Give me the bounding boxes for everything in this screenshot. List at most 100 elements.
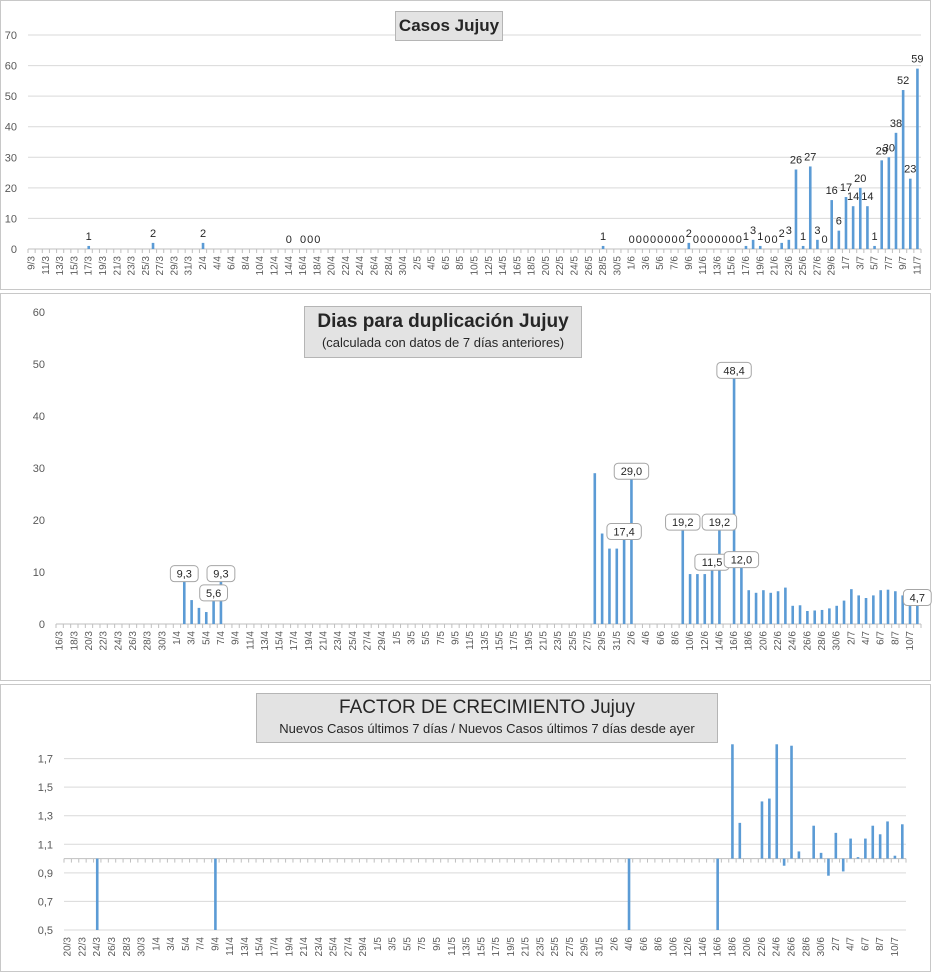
casos-data-label: 0	[307, 234, 313, 246]
casos-data-label: 0	[714, 234, 720, 246]
duplicacion-ytick-label: 0	[39, 619, 45, 631]
casos-xtick-label: 12/5	[484, 256, 495, 276]
duplicacion-xtick-label: 23/5	[553, 631, 564, 651]
duplicacion-bar	[865, 598, 868, 624]
casos-xtick-label: 10/5	[470, 256, 481, 276]
factor-bar	[842, 859, 845, 872]
casos-xtick-label: 4/5	[427, 256, 438, 270]
factor-ytick-label: 0,5	[38, 925, 53, 937]
duplicacion-xtick-label: 8/6	[670, 631, 681, 645]
duplicacion-xtick-label: 22/6	[773, 631, 784, 651]
duplicacion-xtick-label: 12/6	[700, 631, 711, 651]
casos-data-label: 23	[904, 164, 916, 176]
factor-xtick-label: 11/5	[447, 937, 458, 956]
casos-data-label: 0	[664, 234, 670, 246]
duplicacion-bar	[711, 564, 714, 624]
duplicacion-xtick-label: 26/6	[802, 631, 813, 651]
casos-bar	[802, 246, 805, 249]
duplicacion-ytick-label: 40	[33, 411, 45, 423]
duplicacion-bar	[769, 593, 772, 624]
casos-xtick-label: 6/5	[441, 256, 452, 270]
chart-factor-title-text: FACTOR DE CRECIMIENTO Jujuy	[257, 697, 717, 719]
duplicacion-xtick-label: 11/4	[245, 631, 256, 650]
duplicacion-ytick-label: 50	[33, 359, 45, 371]
chart-factor-subtitle: Nuevos Casos últimos 7 días / Nuevos Cas…	[257, 721, 717, 736]
casos-xtick-label: 24/4	[355, 256, 366, 276]
casos-bar	[866, 206, 869, 249]
duplicacion-xtick-label: 18/3	[69, 631, 80, 651]
duplicacion-bar	[835, 606, 838, 624]
factor-xtick-label: 8/7	[875, 937, 886, 951]
duplicacion-xtick-label: 27/5	[582, 631, 593, 651]
casos-data-label: 30	[883, 142, 895, 154]
duplicacion-xtick-label: 14/6	[714, 631, 725, 651]
duplicacion-xtick-label: 1/5	[392, 631, 403, 645]
casos-bar	[752, 240, 755, 249]
casos-xtick-label: 3/7	[855, 256, 866, 270]
factor-xtick-label: 13/4	[240, 937, 251, 957]
duplicacion-bar	[205, 612, 208, 624]
casos-bar	[795, 170, 798, 249]
casos-bar	[809, 166, 812, 249]
factor-xtick-label: 19/4	[284, 937, 295, 957]
factor-bar	[761, 801, 764, 858]
factor-ytick-label: 0,9	[38, 868, 53, 880]
duplicacion-bar	[718, 524, 721, 624]
duplicacion-xtick-label: 25/5	[568, 631, 579, 651]
duplicacion-data-label: 9,3	[213, 569, 228, 581]
casos-data-label: 1	[743, 231, 749, 243]
casos-xtick-label: 22/4	[341, 256, 352, 276]
casos-xtick-label: 17/6	[741, 256, 752, 276]
factor-bar	[879, 834, 882, 858]
casos-data-label: 0	[679, 234, 685, 246]
factor-xtick-label: 6/6	[639, 937, 650, 951]
casos-xtick-label: 7/7	[884, 256, 895, 270]
duplicacion-xtick-label: 30/3	[157, 631, 168, 651]
casos-data-label: 6	[836, 216, 842, 228]
casos-xtick-label: 12/4	[269, 256, 280, 276]
factor-bar	[775, 744, 778, 858]
casos-data-label: 0	[314, 234, 320, 246]
casos-xtick-label: 7/6	[670, 256, 681, 270]
factor-xtick-label: 5/4	[181, 937, 192, 951]
factor-bar	[901, 824, 904, 858]
duplicacion-bar	[608, 549, 611, 624]
duplicacion-xtick-label: 4/7	[861, 631, 872, 645]
chart-casos-title-text: Casos Jujuy	[399, 16, 499, 35]
duplicacion-xtick-label: 4/6	[641, 631, 652, 645]
casos-xtick-label: 28/5	[598, 256, 609, 276]
casos-bar	[895, 133, 898, 249]
factor-bar	[812, 826, 815, 859]
duplicacion-bar	[681, 524, 684, 624]
factor-xtick-label: 7/5	[417, 937, 428, 951]
duplicacion-xtick-label: 22/3	[99, 631, 110, 651]
duplicacion-xtick-label: 2/7	[846, 631, 857, 645]
factor-bar	[214, 859, 217, 930]
casos-xtick-label: 9/6	[684, 256, 695, 270]
duplicacion-xtick-label: 23/4	[333, 631, 344, 651]
duplicacion-xtick-label: 15/5	[494, 631, 505, 651]
casos-xtick-label: 11/7	[912, 256, 923, 275]
casos-ytick-label: 70	[5, 30, 17, 42]
factor-xtick-label: 31/5	[594, 937, 605, 957]
factor-xtick-label: 23/5	[535, 937, 546, 957]
duplicacion-bar	[198, 608, 201, 624]
duplicacion-bar	[747, 590, 750, 624]
casos-ytick-label: 0	[11, 244, 17, 256]
casos-data-label: 0	[629, 234, 635, 246]
factor-xtick-label: 28/3	[122, 937, 133, 957]
factor-xtick-label: 24/6	[772, 937, 783, 957]
casos-bar	[152, 243, 155, 249]
factor-bar	[628, 859, 631, 930]
duplicacion-xtick-label: 2/6	[626, 631, 637, 645]
casos-xtick-label: 25/3	[141, 256, 152, 276]
casos-xtick-label: 5/6	[655, 256, 666, 270]
casos-xtick-label: 30/5	[612, 256, 623, 276]
casos-data-label: 3	[814, 225, 820, 237]
chart-duplicacion-title: Dias para duplicación Jujuy (calculada c…	[304, 306, 582, 358]
factor-xtick-label: 12/6	[683, 937, 694, 957]
casos-data-label: 0	[721, 234, 727, 246]
duplicacion-bar	[762, 590, 765, 624]
